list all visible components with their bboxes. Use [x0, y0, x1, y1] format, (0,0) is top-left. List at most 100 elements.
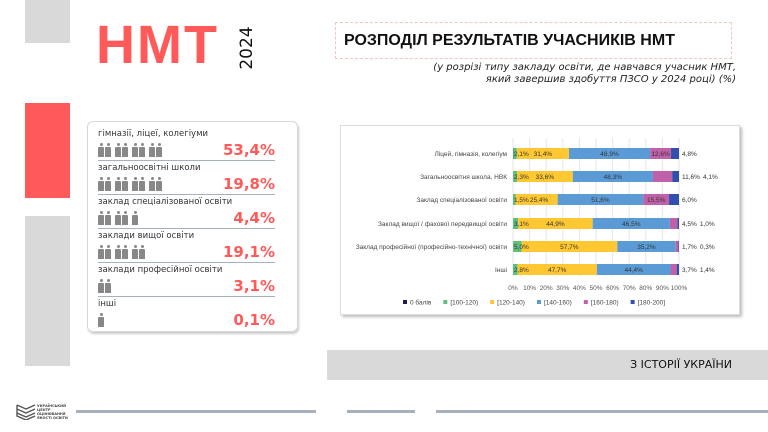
bar-segment — [672, 171, 679, 182]
x-tick-label: 80% — [639, 285, 652, 292]
legend-label: [120-140) — [497, 300, 525, 307]
data-label: 46,5% — [622, 221, 641, 228]
bar-segment — [671, 148, 679, 159]
data-label: 4,1% — [703, 174, 718, 181]
bar-segment — [568, 148, 651, 159]
person-icon — [98, 313, 104, 327]
data-label: 5,0% — [514, 244, 529, 251]
person-icon — [105, 245, 111, 259]
person-icon — [98, 143, 104, 157]
people-icons — [98, 143, 165, 157]
bar-segment — [676, 264, 679, 275]
person-icon — [132, 143, 138, 157]
category-label: Заклад вищої / фахової передвищої освіти — [378, 220, 507, 228]
person-icon — [139, 177, 145, 191]
legend-label: [160-180) — [591, 300, 619, 307]
data-label: 44,4% — [624, 267, 643, 274]
data-label: 1,4% — [700, 267, 715, 274]
decor-grey-block-bottom — [25, 216, 70, 366]
person-icon — [156, 177, 162, 191]
data-label: 6,0% — [682, 197, 697, 204]
legend-swatch — [583, 300, 588, 304]
legend-label: 0 балів — [410, 299, 432, 307]
person-icon — [139, 143, 145, 157]
person-icon — [115, 211, 121, 225]
x-tick-label: 0% — [508, 285, 518, 292]
data-label: 44,9% — [546, 221, 565, 228]
category-label: Заклад спеціалізованої освіти — [416, 196, 507, 204]
person-icon — [98, 279, 104, 293]
subtitle-line: (у розрізі типу закладу освіти, де навча… — [433, 62, 736, 73]
share-row: інші 0,1% — [98, 297, 275, 331]
legend-swatch — [630, 300, 635, 304]
person-icon — [98, 177, 104, 191]
x-tick-label: 90% — [656, 285, 669, 292]
bar-segment — [643, 194, 670, 205]
bar-segment — [596, 264, 671, 275]
chart-svg: 0% 10% 20% 30% 40% 50% 60% 70% 80% 90% 100% Ліцей, … — [356, 138, 718, 307]
share-label: інші — [98, 299, 117, 309]
stacked-bar-chart: 0% 10% 20% 30% 40% 50% 60% 70% 80% 90% 100% Ліцей, … — [340, 125, 740, 315]
bar-segment — [669, 194, 679, 205]
share-value: 4,4% — [233, 209, 275, 227]
bar-segment — [517, 264, 597, 275]
share-label: гімназії, ліцеї, колегіуми — [98, 129, 209, 139]
data-label: 51,6% — [591, 197, 610, 204]
data-label: 57,7% — [560, 244, 579, 251]
share-value: 19,8% — [222, 175, 275, 193]
footer-divider — [76, 410, 316, 413]
data-label: 1,5% — [514, 197, 529, 204]
bar-segment — [677, 218, 679, 229]
book-logo-icon — [16, 404, 36, 421]
section-banner: З ІСТОРІЇ УКРАЇНИ — [327, 350, 768, 380]
data-label: 4,5% — [682, 221, 697, 228]
bar-segment — [675, 241, 679, 252]
person-icon — [122, 211, 128, 225]
person-icon — [156, 143, 162, 157]
person-icon — [105, 143, 111, 157]
bar-segment — [513, 218, 519, 229]
legend-swatch — [403, 300, 407, 304]
person-icon — [105, 279, 111, 293]
share-row: заклади вищої освіти 19,1% — [98, 229, 275, 263]
person-icon — [122, 177, 128, 191]
person-icon — [132, 211, 138, 225]
category-label: Інші — [495, 266, 507, 274]
decor-grey-block-top — [25, 0, 70, 43]
share-value: 3,1% — [233, 277, 275, 295]
share-row: заклад спеціалізованої освіти 4,4% — [98, 195, 275, 229]
legend-swatch — [490, 300, 495, 304]
year-label: 2024 — [237, 26, 257, 70]
bar-segment — [572, 171, 653, 182]
category-label: Загальноосвітня школа, НВК — [420, 173, 507, 181]
bar-segment — [513, 264, 518, 275]
category-label: Заклад професійної (професійно-технічної… — [356, 243, 508, 251]
person-icon — [98, 245, 104, 259]
people-icons — [98, 313, 104, 327]
bar-segment — [515, 194, 558, 205]
person-icon — [139, 245, 145, 259]
data-label: 31,4% — [534, 151, 553, 158]
bar-segment — [669, 218, 678, 229]
data-label: 1,7% — [682, 244, 697, 251]
share-label: заклади професійної освіти — [98, 265, 223, 275]
logo-text: УКРАЇНСЬКИЙ ЦЕНТР ОЦІНЮВАННЯ ЯКОСТІ ОСВІ… — [37, 404, 68, 420]
person-icon — [105, 177, 111, 191]
share-row: гімназії, ліцеї, колегіуми 53,4% — [98, 127, 275, 161]
bar-segment — [513, 241, 522, 252]
bar-segment — [617, 241, 676, 252]
bar-segment — [513, 148, 517, 159]
data-label: 11,6% — [682, 174, 700, 181]
data-label: 47,7% — [548, 267, 567, 274]
x-tick-label: 20% — [540, 285, 553, 292]
person-icon — [115, 245, 121, 259]
data-label: 15,5% — [647, 197, 666, 204]
data-label: 4,8% — [682, 151, 697, 158]
footer-divider — [436, 410, 768, 413]
bar-segment — [521, 241, 618, 252]
share-row: заклади професійної освіти 3,1% — [98, 263, 275, 297]
data-label: 33,6% — [536, 174, 555, 181]
data-label: 1,0% — [700, 221, 715, 228]
ucoyo-logo: УКРАЇНСЬКИЙ ЦЕНТР ОЦІНЮВАННЯ ЯКОСТІ ОСВІ… — [16, 402, 71, 422]
data-label: 3,1% — [514, 221, 529, 228]
